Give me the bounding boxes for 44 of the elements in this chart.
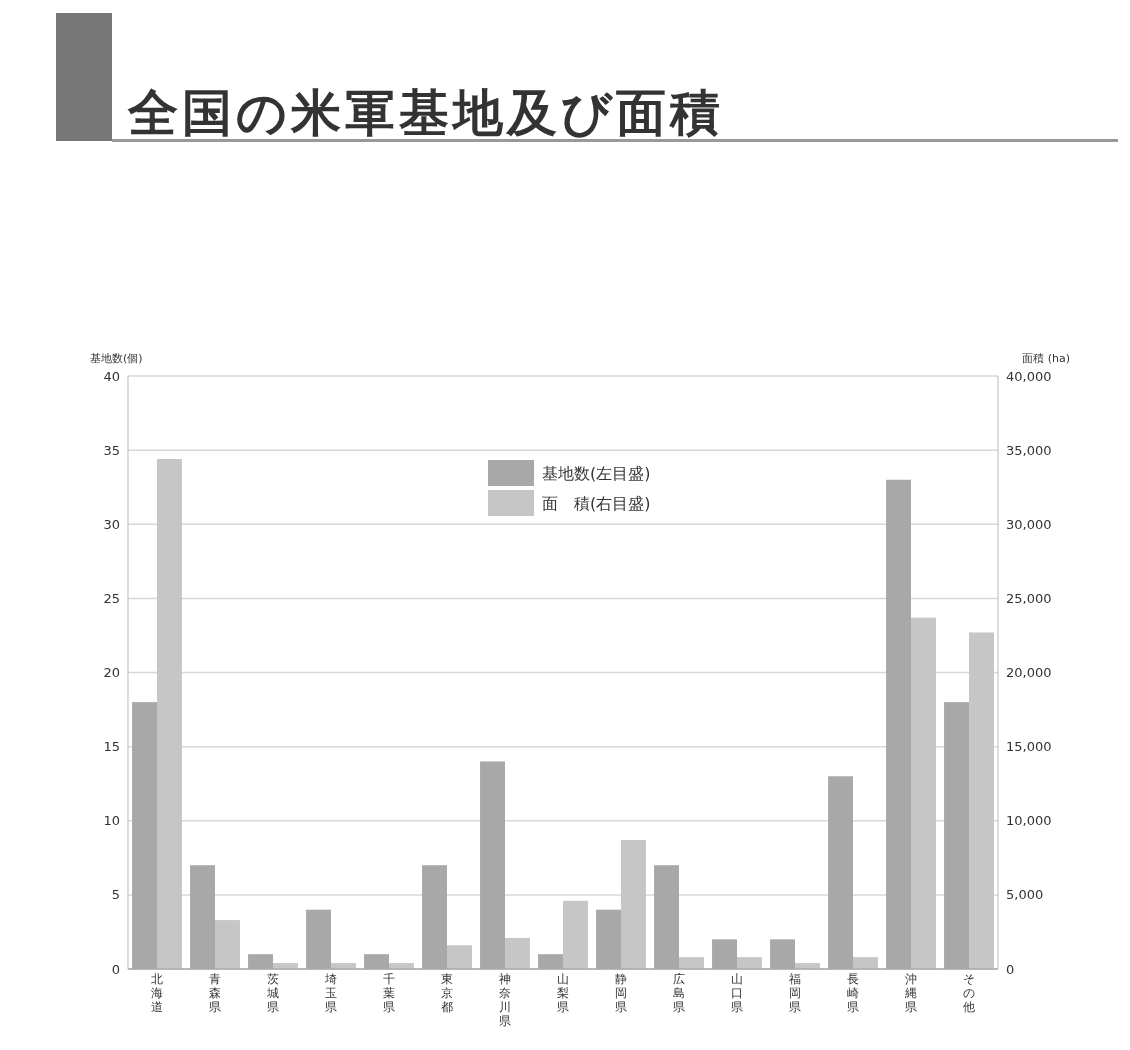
legend-label: 基地数(左目盛) xyxy=(542,463,651,483)
y2-tick-label: 20,000 xyxy=(1006,665,1052,681)
bar xyxy=(447,945,472,969)
y2-tick-label: 30,000 xyxy=(1006,516,1052,532)
y-tick-label: 10 xyxy=(103,813,120,829)
y2-tick-label: 35,000 xyxy=(1006,442,1052,458)
x-tick-label: 静岡県 xyxy=(615,972,627,1014)
x-tick-label: 福岡県 xyxy=(789,972,801,1014)
y-tick-label: 25 xyxy=(103,590,120,606)
y2-tick-label: 25,000 xyxy=(1006,590,1052,606)
x-tick-label: 山梨県 xyxy=(557,972,569,1014)
y-tick-label: 40 xyxy=(103,368,120,384)
bar xyxy=(505,937,530,969)
x-tick-label: 広島県 xyxy=(673,972,685,1014)
x-tick-label: 神奈川県 xyxy=(499,972,511,1028)
y-tick-label: 5 xyxy=(111,887,120,903)
y2-tick-label: 40,000 xyxy=(1006,368,1052,384)
x-tick-label: 埼玉県 xyxy=(324,972,337,1014)
y2-tick-label: 15,000 xyxy=(1006,739,1052,755)
bar xyxy=(853,957,878,969)
y-axis-title: 基地数(個) xyxy=(90,352,143,365)
y2-tick-label: 5,000 xyxy=(1006,887,1044,903)
x-tick-label: 山口県 xyxy=(731,972,743,1014)
x-tick-label: 青森県 xyxy=(209,972,221,1014)
y-tick-label: 35 xyxy=(103,442,120,458)
y-tick-label: 0 xyxy=(111,961,120,977)
bar xyxy=(621,840,646,969)
x-tick-label: 茨城県 xyxy=(266,972,279,1014)
y2-tick-label: 10,000 xyxy=(1006,813,1052,829)
y2-tick-label: 0 xyxy=(1006,961,1015,977)
bar xyxy=(563,900,588,969)
x-tick-label: 沖縄県 xyxy=(904,972,917,1014)
y-tick-label: 30 xyxy=(103,516,120,532)
x-tick-label: 千葉県 xyxy=(383,972,395,1014)
y-tick-label: 15 xyxy=(103,739,120,755)
y-tick-label: 20 xyxy=(103,665,120,681)
x-tick-label: 長崎県 xyxy=(847,972,859,1014)
y2-axis-title: 面積 (ha) xyxy=(1022,352,1070,365)
chart-title: 全国の米軍基地及び面積 xyxy=(127,84,724,142)
x-tick-label: 北海道 xyxy=(151,972,163,1014)
x-tick-label: 東京都 xyxy=(441,972,453,1014)
legend-label: 面 積(右目盛) xyxy=(542,493,651,513)
bar xyxy=(679,957,704,969)
x-tick-label: その他 xyxy=(963,972,975,1014)
